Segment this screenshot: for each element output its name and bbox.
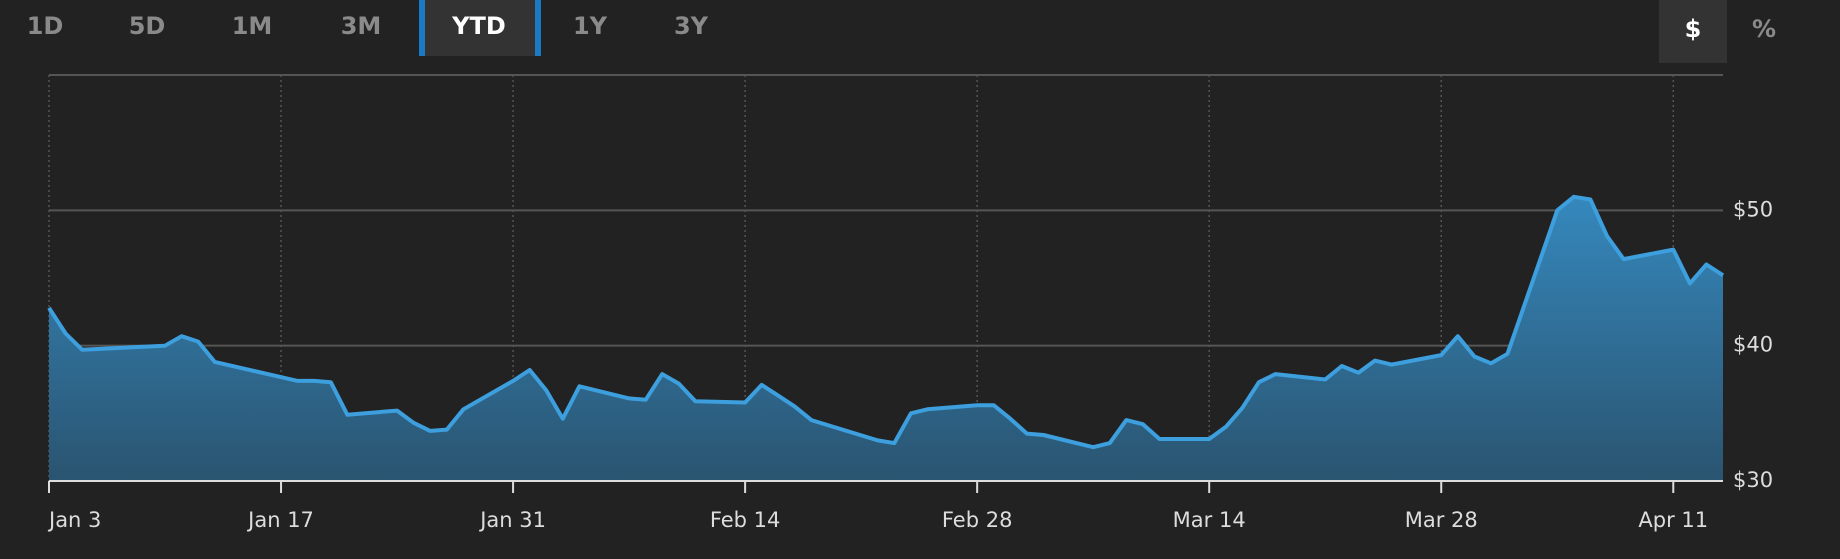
tab-border [535, 0, 541, 56]
chart: $30 $40 $50 Jan 3 Jan 17 Jan 31 Feb 14 Feb 28 Ma… [47, 74, 1773, 532]
selected-tab-bg [420, 0, 540, 56]
range-tab[interactable]: 1Y [573, 12, 608, 40]
range-tabs: 1D 5D 1M 3M YTD 1Y 3Y $% [27, 0, 1776, 63]
tab-border [419, 0, 425, 56]
y-tick-label: $30 [1733, 468, 1773, 492]
range-tab[interactable]: 1M [232, 12, 273, 40]
range-tab[interactable]: YTD [451, 12, 506, 40]
range-tab[interactable]: 1D [27, 12, 64, 40]
unit-toggle[interactable]: $ [1685, 15, 1702, 43]
x-tick-label: Feb 28 [942, 508, 1013, 532]
x-tick-label: Mar 28 [1405, 508, 1478, 532]
y-tick-label: $40 [1733, 333, 1773, 357]
range-tab[interactable]: 3M [341, 12, 382, 40]
area [49, 196, 1723, 482]
price-line [47, 194, 1725, 450]
x-tick-label: Apr 11 [1638, 508, 1708, 532]
y-tick-label: $50 [1733, 197, 1773, 221]
range-tab[interactable]: 3Y [674, 12, 709, 40]
x-tick-label: Feb 14 [710, 508, 781, 532]
x-tick-label: Jan 3 [47, 508, 101, 532]
range-tab[interactable]: 5D [129, 12, 166, 40]
x-tick-label: Jan 31 [478, 508, 546, 532]
x-tick-label: Jan 17 [246, 508, 314, 532]
selected-unit-bg [1659, 0, 1727, 63]
x-tick-label: Mar 14 [1173, 508, 1246, 532]
unit-toggle[interactable]: % [1752, 15, 1776, 43]
